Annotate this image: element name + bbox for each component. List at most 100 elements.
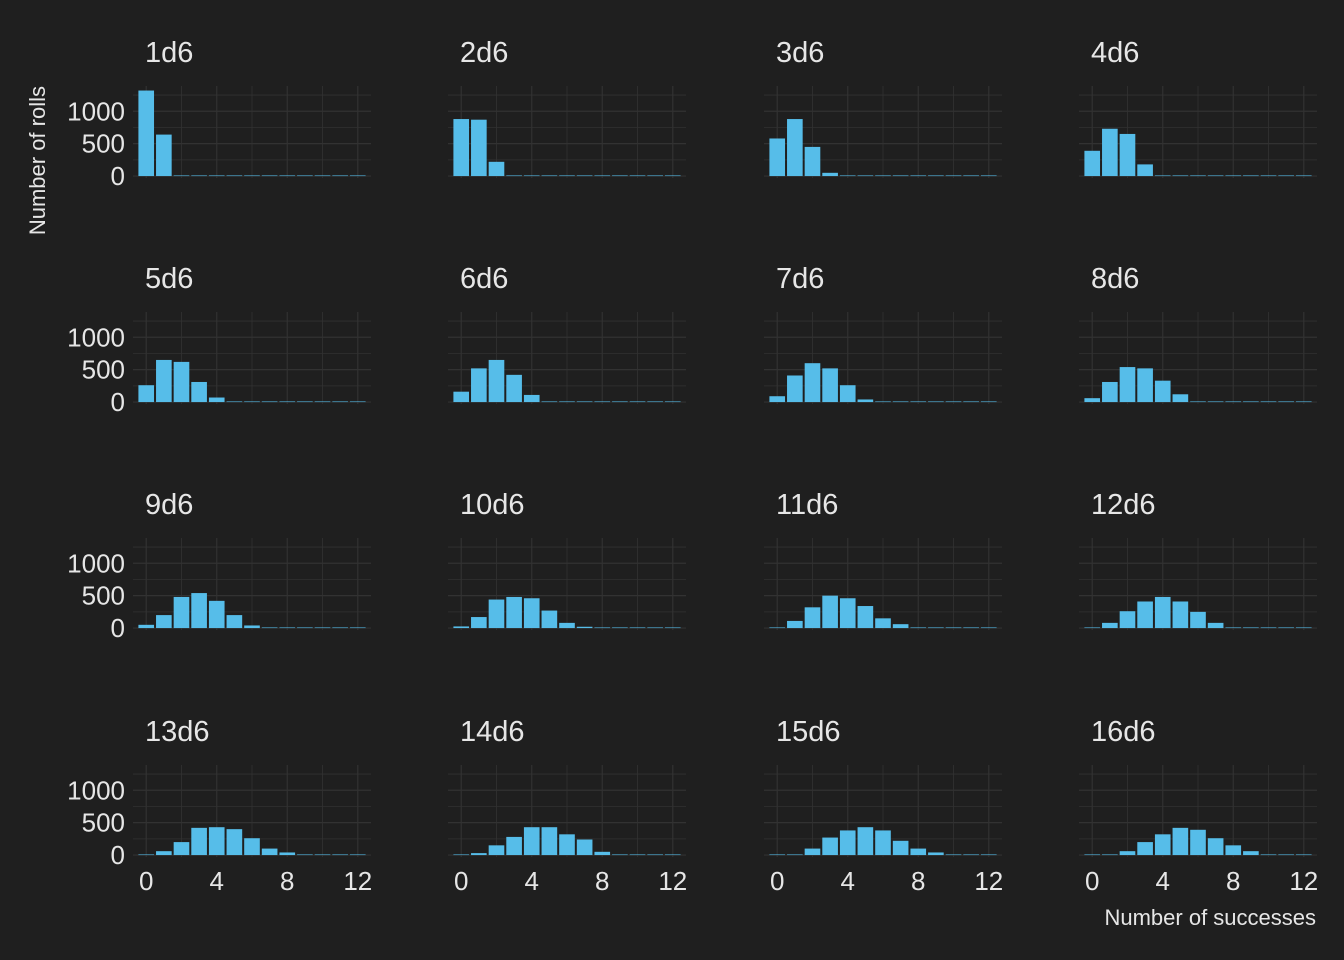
y-tick-label: 500 [82,581,125,611]
x-tick-label: 0 [139,866,153,896]
histogram-bar [559,175,575,177]
histogram-bar [629,854,646,856]
histogram-bar [612,401,628,403]
histogram-bar [804,363,821,403]
y-tick-label: 1000 [67,548,125,578]
histogram-bar [945,401,962,403]
histogram-bar [471,368,487,403]
histogram-bar [1260,854,1277,856]
histogram-bar [1084,854,1101,856]
histogram-bar [541,175,558,177]
histogram-bar [664,401,681,403]
histogram-bar [471,853,487,856]
histogram-bar [594,401,611,403]
histogram-bar [471,119,487,177]
panel-title: 12d6 [1091,489,1156,521]
histogram-bar [1102,854,1118,856]
y-tick-label: 0 [111,387,125,417]
histogram-bar [261,175,278,177]
histogram-bar [332,627,348,629]
histogram-bar [822,837,838,856]
histogram-bar [208,397,225,403]
histogram-bar [1172,601,1189,629]
histogram-bar [471,617,487,629]
histogram-bar [314,175,331,177]
x-tick-label: 0 [454,866,468,896]
histogram-bar [1243,175,1259,177]
histogram-bar [332,854,348,856]
y-tick-label: 500 [82,355,125,385]
histogram-bar [945,175,962,177]
facet-panel-8d6: 8d6 [1079,263,1317,404]
histogram-bar [244,401,260,403]
histogram-bar [226,829,243,856]
histogram-bar [857,827,874,856]
x-tick-label: 4 [1156,866,1170,896]
histogram-bar [1225,401,1242,403]
histogram-bar [1084,627,1101,629]
histogram-bar [629,175,646,177]
histogram-bar [453,391,470,403]
histogram-bar [576,175,593,177]
histogram-bar [612,854,628,856]
histogram-bar [857,606,874,629]
histogram-bar [1137,368,1153,403]
histogram-bar [488,599,505,629]
histogram-bar [980,854,997,856]
histogram-bar [1137,601,1153,629]
y-tick-label: 500 [82,129,125,159]
panel-title: 9d6 [145,489,193,521]
facet-panel-6d6: 6d6 [448,263,686,404]
histogram-bar [349,175,366,177]
histogram-bar [963,175,979,177]
histogram-bar [804,848,821,856]
histogram-bar [787,620,803,629]
histogram-bar [156,134,172,177]
histogram-bar [1190,829,1206,856]
histogram-bar [910,848,927,856]
histogram-bar [1119,611,1136,629]
x-tick-label: 0 [770,866,784,896]
histogram-bar [138,385,155,403]
panel-title: 13d6 [145,716,210,748]
histogram-bar [892,401,909,403]
histogram-bar [314,854,331,856]
histogram-bar [980,175,997,177]
histogram-bar [1243,401,1259,403]
histogram-bar [244,175,260,177]
histogram-bar [244,838,260,856]
histogram-bar [647,854,663,856]
histogram-bar [804,146,821,177]
histogram-bar [1295,401,1312,403]
histogram-bar [945,854,962,856]
histogram-bar [1084,150,1101,177]
histogram-bar [1225,175,1242,177]
panel-title: 10d6 [460,489,525,521]
facet-panel-11d6: 11d6 [764,489,1002,630]
histogram-bar [1260,401,1277,403]
histogram-bar [1190,175,1206,177]
histogram-bar [875,618,891,629]
histogram-bar [1207,622,1224,629]
histogram-bar [541,610,558,629]
histogram-bar [191,827,207,856]
histogram-bar [208,175,225,177]
histogram-bar [261,401,278,403]
panel-title: 11d6 [776,489,838,521]
y-tick-label: 0 [111,161,125,191]
x-tick-label: 4 [525,866,539,896]
histogram-bar [1278,854,1294,856]
histogram-bar [1278,401,1294,403]
histogram-bar [1172,394,1189,403]
histogram-bar [1154,834,1171,856]
histogram-bar [453,854,470,856]
histogram-bar [1084,398,1101,403]
facet-panel-12d6: 12d6 [1079,489,1317,630]
histogram-bar [138,624,155,629]
histogram-bar [559,401,575,403]
panel-title: 6d6 [460,263,508,295]
histogram-bar [297,175,313,177]
histogram-bar [910,175,927,177]
histogram-bar [928,627,944,629]
